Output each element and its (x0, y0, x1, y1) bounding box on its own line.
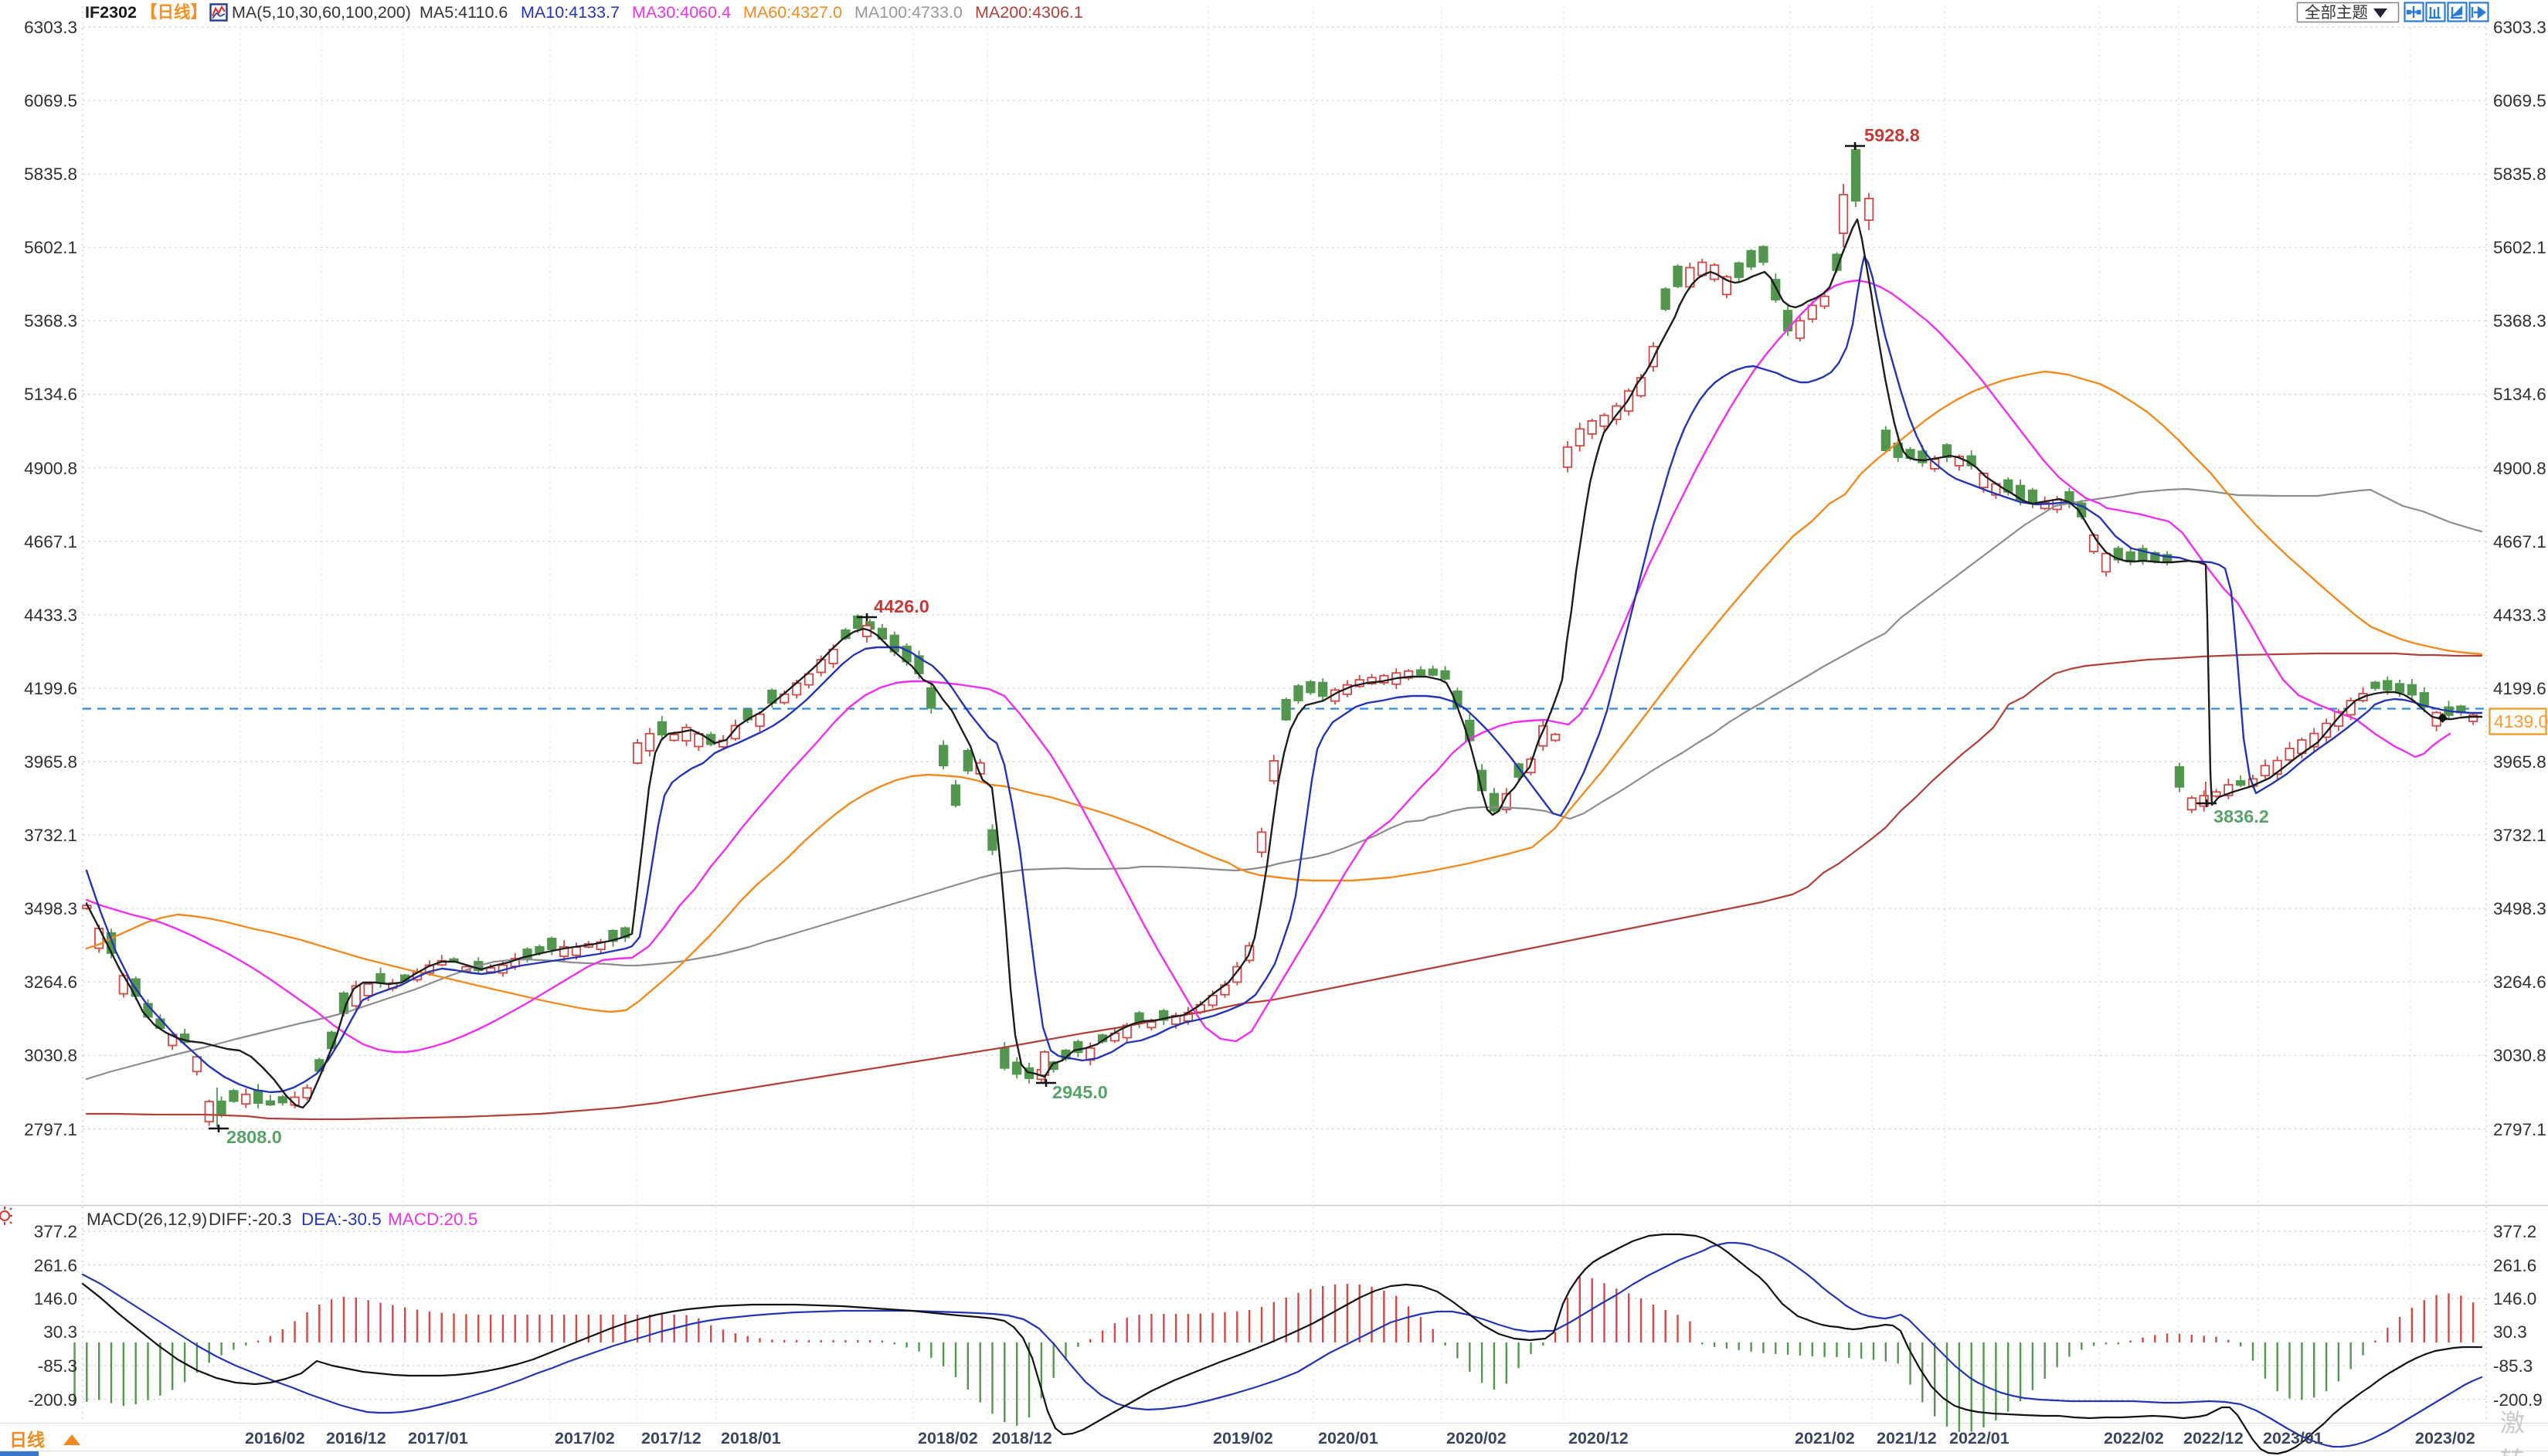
svg-text:激: 激 (2500, 1409, 2525, 1437)
svg-text:日线: 日线 (9, 1430, 45, 1450)
svg-text:3498.3: 3498.3 (24, 899, 77, 918)
svg-text:-85.3: -85.3 (38, 1356, 77, 1376)
svg-text:5602.1: 5602.1 (2493, 238, 2546, 257)
svg-text:2017/12: 2017/12 (641, 1429, 702, 1448)
svg-text:5835.8: 5835.8 (24, 165, 77, 184)
svg-text:5368.3: 5368.3 (24, 311, 77, 331)
svg-text:2023/02: 2023/02 (2415, 1429, 2475, 1448)
svg-text:MA200:4306.1: MA200:4306.1 (975, 3, 1083, 22)
svg-text:3030.8: 3030.8 (2493, 1046, 2546, 1065)
svg-text:30.3: 30.3 (43, 1322, 77, 1342)
svg-text:2022/01: 2022/01 (1949, 1429, 2010, 1448)
svg-text:2797.1: 2797.1 (2493, 1120, 2546, 1139)
svg-text:5928.8: 5928.8 (1864, 125, 1920, 145)
svg-text:4426.0: 4426.0 (874, 596, 929, 616)
svg-text:5602.1: 5602.1 (24, 238, 77, 257)
svg-text:DIFF:-20.3: DIFF:-20.3 (209, 1210, 292, 1229)
svg-text:4667.1: 4667.1 (24, 532, 77, 552)
svg-text:-200.9: -200.9 (28, 1390, 77, 1410)
svg-text:3264.6: 3264.6 (2493, 972, 2546, 992)
svg-text:3264.6: 3264.6 (24, 972, 77, 992)
svg-text:MA60:4327.0: MA60:4327.0 (743, 3, 842, 22)
svg-text:MA10:4133.7: MA10:4133.7 (521, 3, 620, 22)
svg-text:2808.0: 2808.0 (226, 1127, 282, 1147)
svg-text:2019/02: 2019/02 (1213, 1429, 1273, 1448)
svg-text:-85.3: -85.3 (2493, 1356, 2533, 1376)
svg-text:转: 转 (2500, 1447, 2525, 1456)
svg-text:5134.6: 5134.6 (2493, 385, 2546, 404)
svg-text:MACD(26,12,9): MACD(26,12,9) (87, 1210, 207, 1229)
svg-text:5134.6: 5134.6 (24, 385, 77, 404)
svg-text:MA(5,10,30,60,100,200): MA(5,10,30,60,100,200) (232, 3, 411, 22)
svg-text:4199.6: 4199.6 (2493, 679, 2546, 698)
svg-text:2018/12: 2018/12 (992, 1429, 1052, 1448)
svg-text:全部主题: 全部主题 (2305, 4, 2368, 22)
svg-text:3732.1: 3732.1 (2493, 826, 2546, 845)
svg-text:30.3: 30.3 (2493, 1322, 2527, 1342)
svg-text:5835.8: 5835.8 (2493, 165, 2546, 184)
svg-text:5368.3: 5368.3 (2493, 311, 2546, 331)
svg-text:MACD:20.5: MACD:20.5 (388, 1210, 477, 1229)
svg-text:2020/02: 2020/02 (1446, 1429, 1507, 1448)
svg-text:3030.8: 3030.8 (24, 1046, 77, 1065)
svg-text:4433.3: 4433.3 (24, 606, 77, 625)
svg-text:2022/12: 2022/12 (2183, 1429, 2244, 1448)
svg-text:2017/02: 2017/02 (555, 1429, 615, 1448)
svg-text:3732.1: 3732.1 (24, 826, 77, 845)
svg-text:3965.8: 3965.8 (2493, 752, 2546, 772)
svg-text:3836.2: 3836.2 (2213, 806, 2269, 826)
svg-text:3965.8: 3965.8 (24, 752, 77, 772)
svg-text:4667.1: 4667.1 (2493, 532, 2546, 552)
svg-text:2018/01: 2018/01 (721, 1429, 781, 1448)
svg-text:4199.6: 4199.6 (24, 679, 77, 698)
svg-text:2021/02: 2021/02 (1795, 1429, 1855, 1448)
svg-text:2021/12: 2021/12 (1877, 1429, 1937, 1448)
svg-text:2797.1: 2797.1 (24, 1120, 77, 1139)
svg-text:261.6: 261.6 (34, 1256, 77, 1275)
svg-text:2017/01: 2017/01 (408, 1429, 468, 1448)
svg-text:MA5:4110.6: MA5:4110.6 (420, 3, 508, 22)
svg-text:2020/01: 2020/01 (1318, 1429, 1378, 1448)
svg-text:377.2: 377.2 (34, 1222, 77, 1241)
svg-text:2945.0: 2945.0 (1052, 1082, 1108, 1102)
svg-text:6069.5: 6069.5 (2493, 91, 2546, 110)
svg-text:4433.3: 4433.3 (2493, 606, 2546, 625)
svg-text:2022/02: 2022/02 (2104, 1429, 2164, 1448)
svg-text:377.2: 377.2 (2493, 1222, 2536, 1241)
svg-text:2018/02: 2018/02 (918, 1429, 978, 1448)
svg-text:6069.5: 6069.5 (24, 91, 77, 110)
svg-text:4900.8: 4900.8 (2493, 459, 2546, 478)
svg-text:【日线】: 【日线】 (141, 2, 207, 22)
svg-text:MA100:4733.0: MA100:4733.0 (854, 3, 963, 22)
svg-text:4139.0: 4139.0 (2494, 711, 2548, 731)
svg-text:IF2302: IF2302 (85, 3, 137, 22)
svg-text:6303.3: 6303.3 (24, 18, 77, 37)
svg-text:MA30:4060.4: MA30:4060.4 (632, 3, 731, 22)
svg-text:2023/01: 2023/01 (2263, 1429, 2323, 1448)
svg-text:146.0: 146.0 (2493, 1289, 2536, 1308)
svg-text:3498.3: 3498.3 (2493, 899, 2546, 918)
svg-text:2020/12: 2020/12 (1568, 1429, 1629, 1448)
svg-text:DEA:-30.5: DEA:-30.5 (301, 1210, 382, 1229)
svg-text:6303.3: 6303.3 (2493, 18, 2546, 37)
svg-text:-200.9: -200.9 (2493, 1390, 2543, 1410)
svg-text:146.0: 146.0 (34, 1289, 77, 1308)
svg-text:2016/02: 2016/02 (245, 1429, 305, 1448)
svg-text:4900.8: 4900.8 (24, 459, 77, 478)
svg-text:261.6: 261.6 (2493, 1256, 2536, 1275)
svg-text:2016/12: 2016/12 (326, 1429, 386, 1448)
